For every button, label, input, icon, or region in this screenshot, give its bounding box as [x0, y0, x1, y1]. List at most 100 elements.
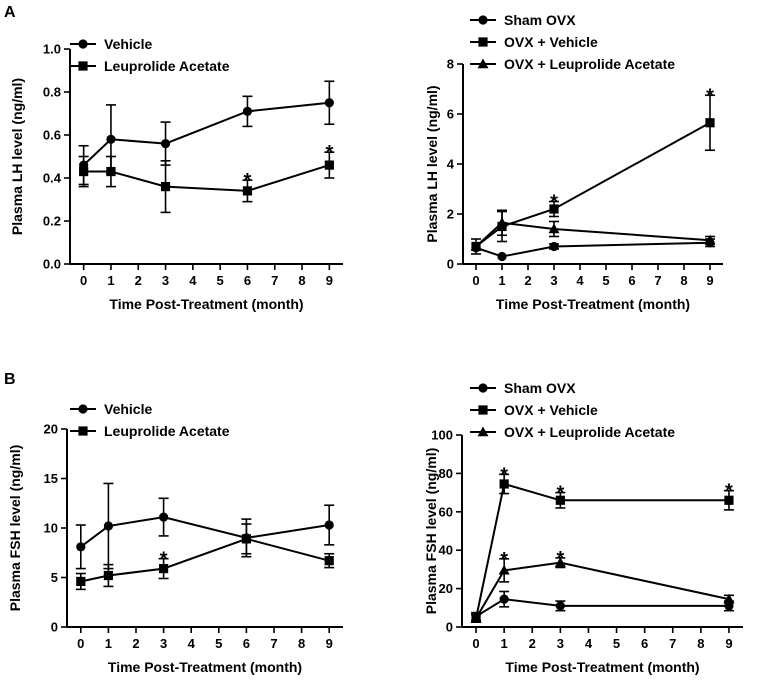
data-point — [159, 563, 169, 574]
legend-marker — [478, 405, 488, 415]
series-line — [475, 482, 729, 619]
x-tick-label: 9 — [706, 273, 713, 288]
series-line — [475, 561, 730, 619]
x-tick-label: 7 — [669, 636, 676, 651]
x-axis-title: Time Post-Treatment (month) — [496, 296, 690, 312]
x-tick-label: 9 — [725, 636, 732, 651]
data-point — [499, 594, 509, 604]
series-ovx-leuprolide-acetate — [470, 209, 716, 251]
x-tick-label: 1 — [107, 273, 114, 288]
data-point — [324, 98, 334, 108]
x-tick-label: 5 — [217, 273, 224, 288]
data-point — [549, 241, 559, 252]
legend-label: Vehicle — [104, 401, 152, 417]
data-point — [554, 557, 566, 567]
chart-lh-treatment: 0.0 0.2 0.4 0.6 0.8 1.0 0 1 2 3 4 5 6 7 8 9 Time Post-Tr… — [9, 36, 343, 312]
series-line — [475, 121, 711, 248]
x-tick-label: 0 — [77, 636, 84, 651]
y-tick-label: 0 — [447, 257, 454, 272]
significance-star: * — [500, 549, 508, 571]
x-tick-label: 3 — [550, 273, 557, 288]
y-tick-label: 1.0 — [43, 42, 61, 57]
legend-label: Sham OVX — [504, 380, 576, 396]
significance-star: * — [556, 548, 564, 570]
data-point — [704, 234, 716, 245]
data-point — [324, 160, 334, 170]
significance-star: * — [556, 483, 564, 505]
x-axis-title: Time Post-Treatment (month) — [505, 659, 699, 675]
y-axis-title: Plasma FSH level (ng/ml) — [7, 445, 23, 612]
significance-star: * — [325, 142, 333, 164]
x-tick-label: 8 — [298, 636, 305, 651]
y-axis-title: Plasma FSH level (ng/ml) — [423, 448, 439, 615]
y-tick-label: 0.8 — [43, 85, 61, 100]
data-point — [548, 223, 560, 234]
significance-star: * — [160, 549, 168, 571]
y-tick-label: 6 — [447, 107, 454, 122]
y-axis-title: Plasma LH level (ng/ml) — [9, 78, 25, 235]
significance-star: * — [706, 85, 714, 107]
x-tick-label: 2 — [524, 273, 531, 288]
y-tick-label: 40 — [439, 543, 453, 558]
x-tick-label: 5 — [613, 636, 620, 651]
data-point — [79, 166, 89, 177]
data-point — [76, 576, 86, 587]
data-point — [705, 118, 715, 128]
data-point — [106, 134, 116, 144]
series-vehicle — [78, 80, 335, 186]
data-point — [496, 217, 508, 227]
y-tick-label: 0.6 — [43, 128, 61, 143]
significance-star: * — [500, 464, 508, 486]
x-tick-label: 8 — [298, 273, 305, 288]
series-line — [80, 516, 330, 548]
series-leuprolide-acetate — [78, 151, 335, 214]
data-point — [324, 556, 334, 566]
data-point — [555, 601, 565, 611]
y-tick-label: 20 — [44, 422, 58, 437]
y-tick-label: 0.4 — [43, 171, 62, 186]
legend-marker — [478, 383, 488, 393]
data-point — [242, 106, 253, 116]
legend-marker — [78, 61, 88, 71]
series-leuprolide-acetate — [75, 523, 335, 591]
x-tick-label: 3 — [160, 636, 167, 651]
y-tick-label: 5 — [51, 570, 58, 585]
legend-marker — [478, 37, 488, 47]
x-tick-label: 6 — [641, 636, 648, 651]
legend-marker — [78, 426, 88, 436]
x-tick-label: 8 — [697, 636, 704, 651]
x-axis-title: Time Post-Treatment (month) — [109, 296, 303, 312]
data-point — [723, 593, 735, 604]
series-line — [82, 101, 330, 166]
data-point — [470, 612, 482, 623]
x-axis-title: Time Post-Treatment (month) — [108, 659, 302, 675]
x-tick-label: 2 — [529, 636, 536, 651]
x-tick-label: 6 — [628, 273, 635, 288]
legend-label: OVX + Leuprolide Acetate — [504, 56, 675, 72]
chart-lh-ovx: 0 2 4 6 8 0 1 2 3 4 5 6 7 8 9 Time Post-Treatment (mont… — [424, 12, 723, 312]
data-point — [555, 495, 565, 505]
legend-marker — [478, 15, 488, 25]
y-tick-label: 10 — [44, 521, 58, 536]
y-tick-label: 2 — [447, 207, 454, 222]
x-tick-label: 7 — [654, 273, 661, 288]
series-sham-ovx — [471, 590, 734, 622]
data-point — [470, 241, 482, 251]
x-tick-label: 0 — [472, 273, 479, 288]
x-tick-label: 1 — [501, 636, 508, 651]
series-vehicle — [75, 482, 335, 570]
legend-marker — [78, 404, 88, 414]
y-tick-label: 60 — [439, 504, 453, 519]
legend-label: Leuprolide Acetate — [104, 423, 230, 439]
x-tick-label: 1 — [498, 273, 505, 288]
x-tick-label: 0 — [472, 636, 479, 651]
legend-label: OVX + Vehicle — [504, 402, 598, 418]
x-tick-label: 9 — [326, 636, 333, 651]
data-point — [160, 139, 171, 149]
significance-star: * — [550, 192, 558, 214]
panel-label-a: A — [4, 4, 16, 21]
chart-fsh-ovx: 0 20 40 60 80 100 0 1 2 3 4 5 6 7 8 9 Time Post-Treatmen… — [423, 380, 743, 675]
data-point — [324, 520, 334, 530]
x-tick-label: 5 — [602, 273, 609, 288]
legend-marker — [477, 58, 489, 69]
